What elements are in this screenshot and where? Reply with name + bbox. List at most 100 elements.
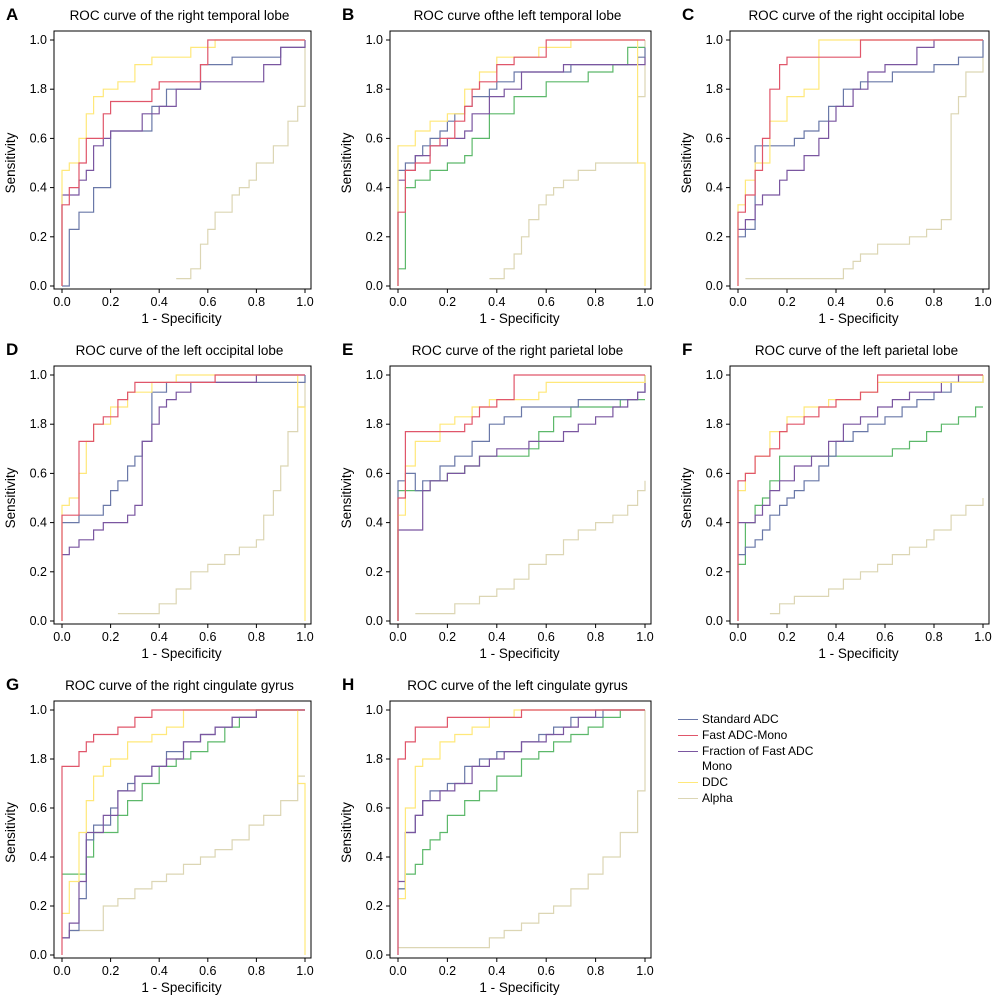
x-tick-label-e-4: 0.8 xyxy=(587,630,604,644)
y-tick-label-e-2: 0.4 xyxy=(366,516,383,530)
panel-h: H ROC curve of the left cingulate gyrus 0.… xyxy=(339,675,654,995)
legend-swatch-standard-adc xyxy=(678,719,698,720)
x-tick-label-g-4: 0.8 xyxy=(248,964,265,978)
x-tick-label-b-1: 0.2 xyxy=(439,295,456,309)
y-tick-label-h-3: 0.6 xyxy=(366,801,383,815)
roc-line-e-fraction-of-fast-adc-mono xyxy=(397,375,646,621)
roc-line-h-fast-adc-mono xyxy=(397,709,645,955)
y-tick-label-b-5: 1.0 xyxy=(366,33,383,47)
x-tick-label-a-5: 1.0 xyxy=(296,295,313,309)
x-tick-label-g-5: 1.0 xyxy=(296,964,313,978)
y-axis-label-d: Sensitivity xyxy=(3,467,18,528)
y-tick-label-g-0: 0.0 xyxy=(30,948,47,962)
x-tick-label-b-2: 0.4 xyxy=(488,295,505,309)
y-tick-label-g-5: 1.0 xyxy=(30,703,47,717)
roc-line-c-fraction-of-fast-adc-mono xyxy=(738,39,983,230)
legend-item-fraction-fast-adc-mono: Fraction of Fast ADC Mono xyxy=(678,744,878,775)
y-axis-label-b: Sensitivity xyxy=(339,132,354,193)
legend-swatch-alpha xyxy=(678,798,698,799)
y-tick-label-d-0: 0.0 xyxy=(30,614,47,628)
x-tick-label-d-1: 0.2 xyxy=(102,630,119,644)
roc-line-b-alpha xyxy=(489,40,646,280)
x-tick-label-a-1: 0.2 xyxy=(102,295,119,309)
y-axis-label-a: Sensitivity xyxy=(3,132,18,193)
roc-line-c-fast-adc-mono xyxy=(737,39,983,286)
x-tick-label-g-0: 0.0 xyxy=(53,964,70,978)
legend: Standard ADC Fast ADC-Mono Fraction of F… xyxy=(678,712,878,807)
y-tick-label-c-4: 1.8 xyxy=(706,82,723,96)
roc-line-a-alpha xyxy=(176,40,306,280)
x-tick-label-e-5: 1.0 xyxy=(636,630,653,644)
y-tick-label-e-1: 0.2 xyxy=(366,565,383,579)
panel-letter-a: A xyxy=(6,5,18,24)
panel-b: B ROC curve ofthe left temporal lobe 0.0 0.… xyxy=(339,5,654,326)
y-tick-label-a-5: 1.0 xyxy=(30,33,47,47)
y-tick-label-b-0: 0.0 xyxy=(366,279,383,293)
legend-item-fast-adc-mono: Fast ADC-Mono xyxy=(678,728,878,744)
panel-letter-f: F xyxy=(682,340,692,359)
y-tick-label-b-4: 1.8 xyxy=(366,82,383,96)
x-tick-label-g-1: 0.2 xyxy=(102,964,119,978)
y-tick-label-e-5: 1.0 xyxy=(366,368,383,382)
x-tick-label-c-0: 0.0 xyxy=(729,295,746,309)
roc-line-d-ddc xyxy=(61,374,306,621)
y-tick-label-c-1: 0.2 xyxy=(706,230,723,244)
x-tick-label-f-2: 0.4 xyxy=(827,630,844,644)
y-tick-label-e-0: 0.0 xyxy=(366,614,383,628)
y-tick-label-e-4: 1.8 xyxy=(366,417,383,431)
roc-line-h-fraction-of-fast-adc-mono xyxy=(398,709,645,883)
x-tick-label-h-5: 1.0 xyxy=(636,964,653,978)
x-tick-label-f-5: 1.0 xyxy=(974,630,991,644)
x-tick-label-b-4: 0.8 xyxy=(587,295,604,309)
x-tick-label-e-0: 0.0 xyxy=(389,630,406,644)
y-tick-label-g-4: 1.8 xyxy=(30,752,47,766)
y-tick-label-f-1: 0.2 xyxy=(706,565,723,579)
panel-f: F ROC curve of the left parietal lobe 0.0 0… xyxy=(679,340,992,661)
panel-d: D ROC curve of the left occipital lobe 0.0… xyxy=(3,340,314,661)
y-tick-label-h-5: 1.0 xyxy=(366,703,383,717)
roc-line-h-ddc xyxy=(398,709,645,900)
plot-frame-a xyxy=(53,30,312,290)
x-tick-label-c-5: 1.0 xyxy=(974,295,991,309)
x-tick-label-b-0: 0.0 xyxy=(389,295,406,309)
roc-line-b-fast-adc-mono xyxy=(397,39,645,286)
panel-c: C ROC curve of the right occipital lobe 0.… xyxy=(679,5,992,326)
x-axis-label-a: 1 - Specificity xyxy=(141,311,222,326)
panel-letter-g: G xyxy=(6,675,19,694)
x-axis-label-f: 1 - Specificity xyxy=(818,646,899,661)
plot-frame-h xyxy=(389,700,652,959)
y-tick-label-c-2: 0.4 xyxy=(706,181,723,195)
x-axis-label-h: 1 - Specificity xyxy=(479,980,560,995)
y-tick-label-d-3: 0.6 xyxy=(30,466,47,480)
x-tick-label-h-2: 0.4 xyxy=(488,964,505,978)
y-tick-label-a-2: 0.4 xyxy=(30,181,47,195)
y-tick-label-c-5: 1.0 xyxy=(706,33,723,47)
legend-swatch-fast-adc-mono xyxy=(678,735,698,736)
roc-line-d-standard-adc xyxy=(62,375,306,524)
x-tick-label-a-0: 0.0 xyxy=(53,295,70,309)
x-tick-label-e-1: 0.2 xyxy=(439,630,456,644)
panel-title-h: ROC curve of the left cingulate gyrus xyxy=(407,678,628,693)
panel-a: A ROC curve of the right temporal lobe 0.0… xyxy=(3,5,314,326)
x-tick-label-h-4: 0.8 xyxy=(587,964,604,978)
y-tick-label-h-0: 0.0 xyxy=(366,948,383,962)
x-tick-label-g-2: 0.4 xyxy=(151,964,168,978)
x-axis-label-b: 1 - Specificity xyxy=(479,311,560,326)
legend-item-alpha: Alpha xyxy=(678,791,878,807)
legend-swatch-fraction-fast-adc-mono xyxy=(678,751,698,752)
y-tick-label-c-3: 0.6 xyxy=(706,131,723,145)
panel-letter-h: H xyxy=(342,675,354,694)
panel-title-b: ROC curve ofthe left temporal lobe xyxy=(414,8,622,23)
panel-title-d: ROC curve of the left occipital lobe xyxy=(76,343,284,358)
y-tick-label-f-5: 1.0 xyxy=(706,368,723,382)
legend-label-fast-adc-mono: Fast ADC-Mono xyxy=(702,728,788,742)
x-tick-label-d-5: 1.0 xyxy=(296,630,313,644)
roc-line-f-unlabeled xyxy=(738,406,983,565)
plot-frame-g xyxy=(53,700,312,959)
y-tick-label-d-2: 0.4 xyxy=(30,516,47,530)
roc-line-f-fraction-of-fast-adc-mono xyxy=(737,374,983,621)
x-tick-label-d-3: 0.6 xyxy=(199,630,216,644)
roc-line-f-ddc xyxy=(737,375,984,621)
y-axis-label-e: Sensitivity xyxy=(339,467,354,528)
